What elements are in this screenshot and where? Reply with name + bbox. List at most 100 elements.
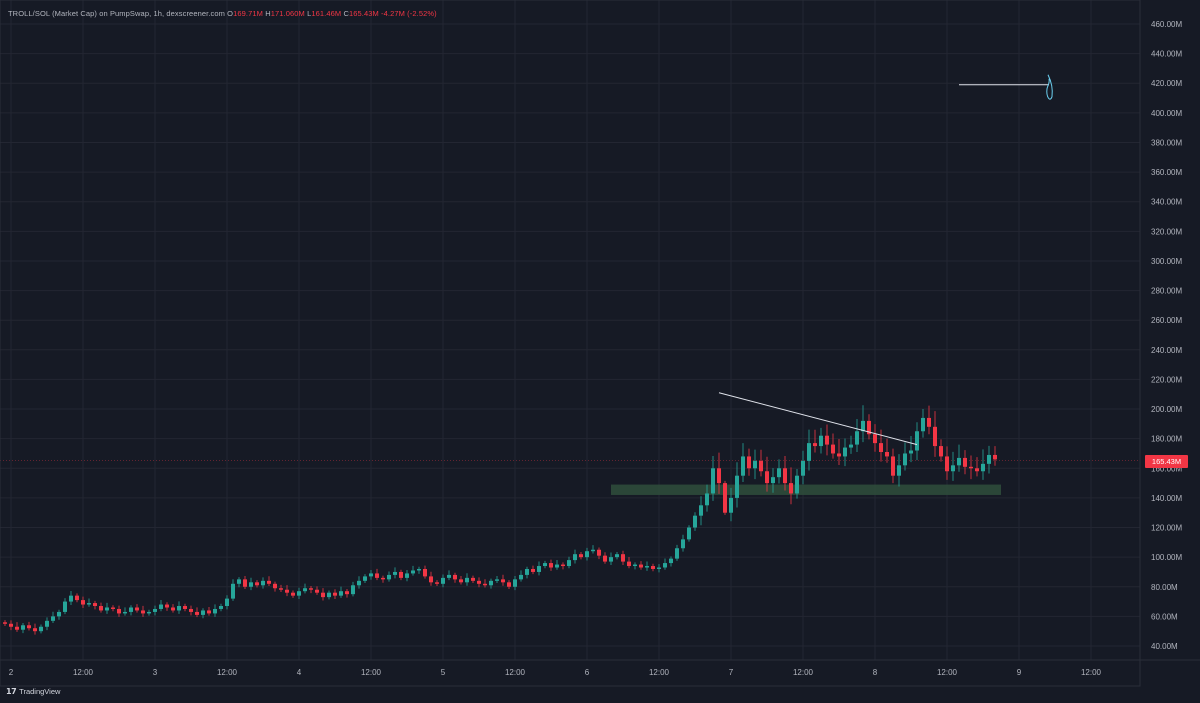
y-tick-label: 80.00M xyxy=(1151,583,1178,592)
candle-body xyxy=(915,431,919,451)
y-tick-label: 220.00M xyxy=(1151,375,1182,384)
candle-body xyxy=(429,576,433,583)
candle-body xyxy=(573,554,577,561)
candles xyxy=(3,405,997,635)
y-tick-label: 280.00M xyxy=(1151,287,1182,296)
candle-body xyxy=(795,475,799,494)
candle-body xyxy=(783,468,787,484)
candle-body xyxy=(129,607,133,612)
candle-body xyxy=(861,420,865,432)
x-tick-label: 12:00 xyxy=(1081,668,1102,677)
x-tick-label: 12:00 xyxy=(793,668,814,677)
tradingview-brand-text: TradingView xyxy=(19,687,61,696)
candle-body xyxy=(525,568,529,575)
candle-body xyxy=(531,568,535,572)
x-tick-label: 12:00 xyxy=(217,668,238,677)
candle-body xyxy=(99,606,103,611)
y-tick-label: 140.00M xyxy=(1151,494,1182,503)
candle-body xyxy=(663,563,667,568)
candle-body xyxy=(549,563,553,568)
y-tick-label: 40.00M xyxy=(1151,642,1178,651)
candle-body xyxy=(483,583,487,586)
candle-body xyxy=(921,417,925,432)
candle-body xyxy=(489,580,493,586)
drawings[interactable] xyxy=(718,74,1053,446)
candle-body xyxy=(357,580,361,586)
candle-body xyxy=(555,564,559,568)
candle-body xyxy=(465,577,469,583)
x-tick-label: 7 xyxy=(729,668,734,677)
legend-symbol[interactable]: TROLL/SOL (Market Cap) on PumpSwap, 1h, … xyxy=(8,9,225,18)
candle-body xyxy=(657,567,661,569)
candle-body xyxy=(909,450,913,454)
y-tick-label: 60.00M xyxy=(1151,612,1178,621)
candle-body xyxy=(717,468,721,484)
legend-low: 161.46M xyxy=(311,9,342,18)
candle-body xyxy=(627,561,631,567)
y-tick-label: 120.00M xyxy=(1151,524,1182,533)
candle-body xyxy=(867,420,871,435)
y-tick-label: 180.00M xyxy=(1151,435,1182,444)
chart-border xyxy=(0,0,1141,687)
candle-body xyxy=(69,595,73,602)
candle-body xyxy=(117,608,121,614)
candle-body xyxy=(51,616,55,621)
y-tick-label: 320.00M xyxy=(1151,227,1182,236)
y-tick-label: 460.00M xyxy=(1151,20,1182,29)
legend-open: 169.71M xyxy=(233,9,263,18)
candle-body xyxy=(123,611,127,614)
candle-body xyxy=(723,483,727,513)
candle-body xyxy=(699,505,703,516)
legend-l-label: L xyxy=(307,9,312,18)
y-tick-label: 380.00M xyxy=(1151,138,1182,147)
candle-body xyxy=(111,607,115,609)
candle-body xyxy=(711,468,715,494)
candle-body xyxy=(171,607,175,611)
candle-body xyxy=(885,451,889,457)
candle-body xyxy=(189,608,193,612)
candle-body xyxy=(813,443,817,447)
candle-body xyxy=(27,625,31,629)
candle-body xyxy=(105,607,109,611)
candle-body xyxy=(801,460,805,476)
candle-body xyxy=(315,589,319,593)
candle-body xyxy=(945,456,949,472)
candle-body xyxy=(279,588,283,590)
candle-body xyxy=(231,583,235,599)
pen-scribble[interactable] xyxy=(1046,74,1053,100)
candle-body xyxy=(321,592,325,598)
time-axis[interactable]: 2 12:00 3 12:00 4 12:00 5 12:00 6 12:00 7 12:00 8 12:… xyxy=(9,668,1102,677)
candle-body xyxy=(375,573,379,578)
candle-body xyxy=(897,465,901,476)
candle-body xyxy=(153,608,157,612)
price-axis[interactable]: 460.00M 440.00M 420.00M 400.00M 380.00M 360.0… xyxy=(1151,20,1182,651)
candle-body xyxy=(15,626,19,630)
candle-body xyxy=(75,595,79,601)
candle-body xyxy=(615,554,619,558)
y-tick-label: 240.00M xyxy=(1151,346,1182,355)
candle-body xyxy=(327,592,331,598)
grid-lines xyxy=(0,0,1140,660)
tradingview-brand[interactable]: 𝟭𝟳 TradingView xyxy=(6,687,60,696)
candle-body xyxy=(975,468,979,472)
candle-body xyxy=(207,610,211,614)
y-tick-label: 340.00M xyxy=(1151,198,1182,207)
candle-body xyxy=(789,483,793,494)
candle-body xyxy=(591,549,595,552)
support-zone-rect[interactable] xyxy=(611,484,1001,495)
trendline[interactable] xyxy=(718,392,918,446)
candle-body xyxy=(225,598,229,607)
candle-body xyxy=(969,466,973,469)
support-zone[interactable] xyxy=(611,484,1001,495)
candle-body xyxy=(363,576,367,581)
candle-body xyxy=(285,589,289,593)
x-tick-label: 4 xyxy=(297,668,302,677)
x-tick-label: 12:00 xyxy=(361,668,382,677)
y-tick-label: 400.00M xyxy=(1151,109,1182,118)
candle-body xyxy=(255,582,259,586)
candle-body xyxy=(681,539,685,549)
candle-body xyxy=(495,579,499,581)
candle-body xyxy=(63,601,67,612)
candle-body xyxy=(399,571,403,578)
